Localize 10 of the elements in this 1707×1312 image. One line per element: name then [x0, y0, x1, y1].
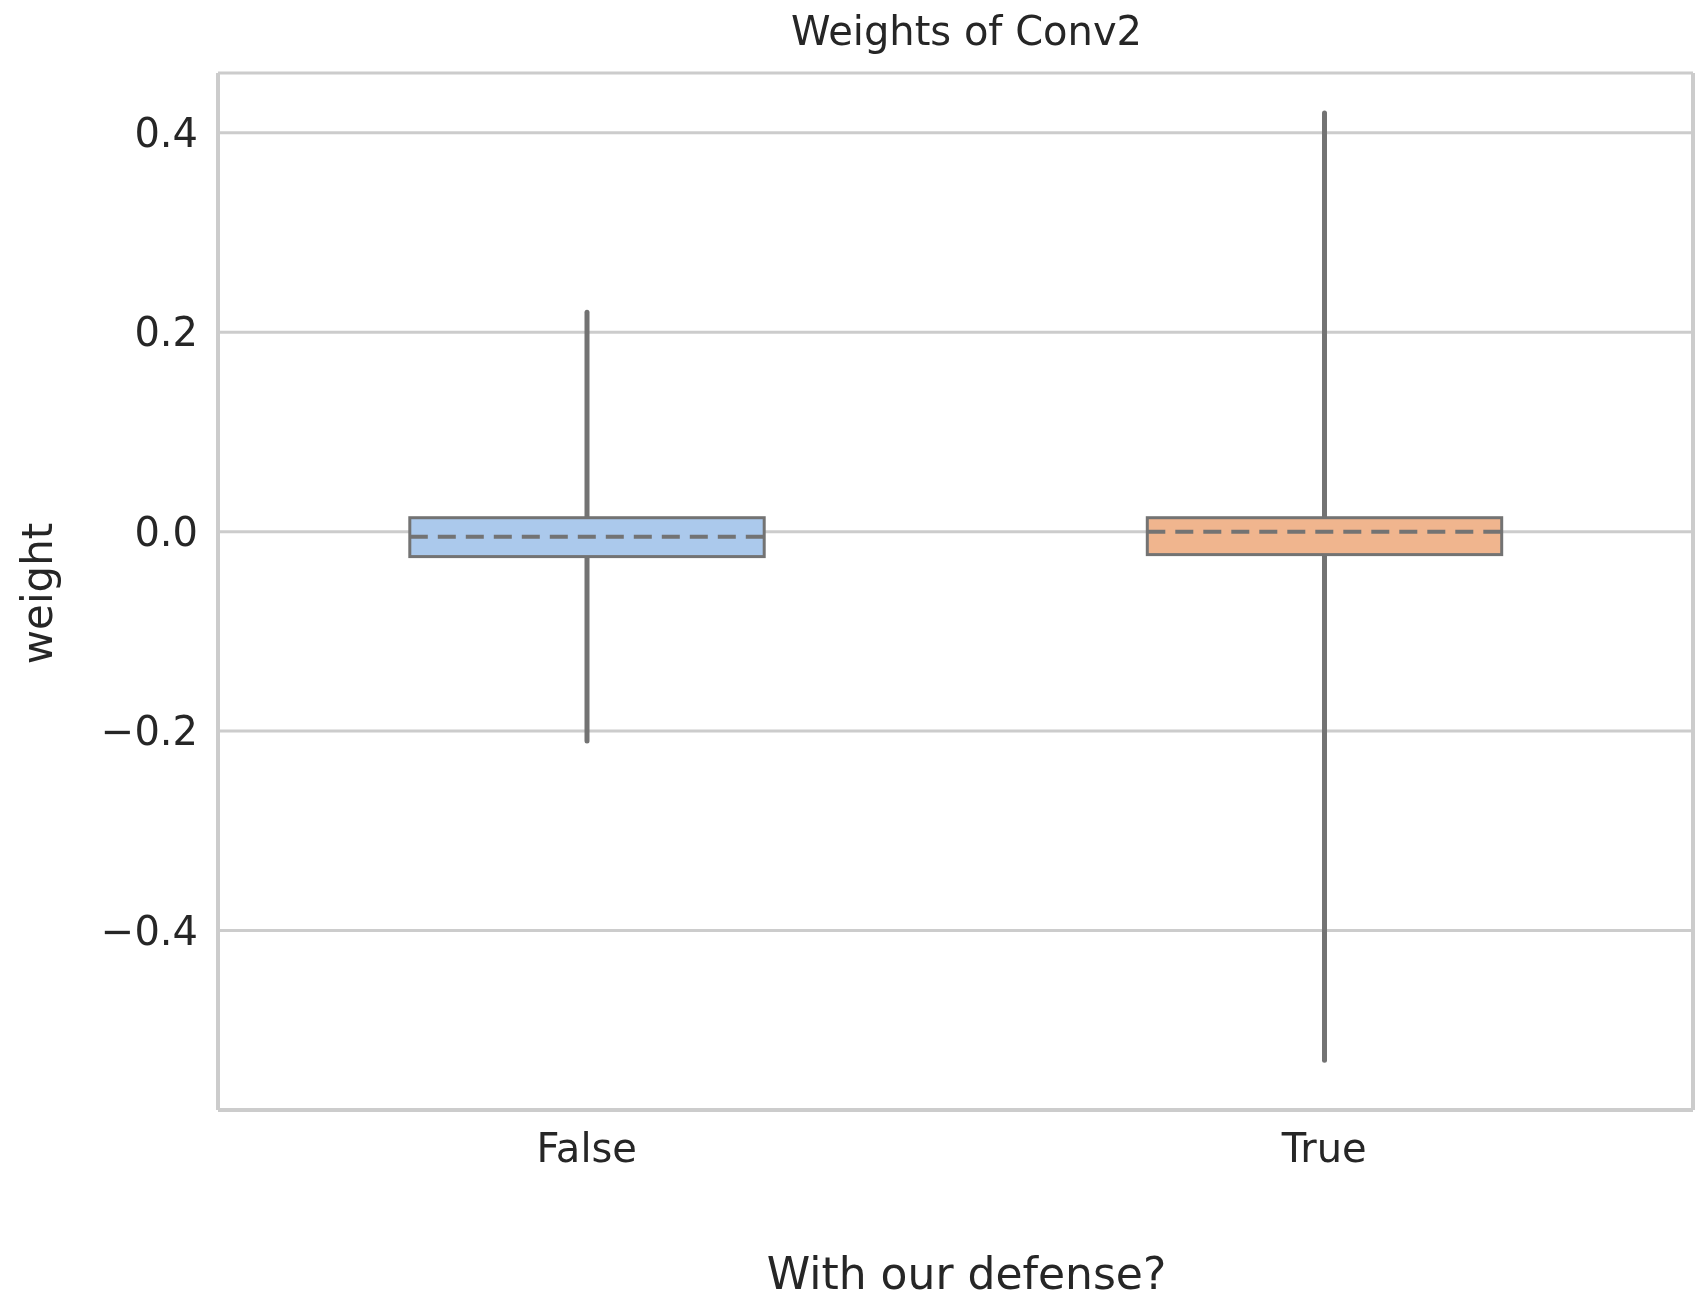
y-tick-label: −0.4 [100, 907, 198, 954]
y-tick-label: −0.2 [100, 708, 198, 755]
x-tick-label: True [1280, 1125, 1367, 1172]
x-tick-label: False [536, 1125, 637, 1172]
y-tick-label: 0.2 [134, 309, 198, 356]
x-axis-title: With our defense? [765, 1248, 1168, 1299]
chart-title: Weights of Conv2 [789, 8, 1144, 54]
y-tick-label: 0.4 [134, 110, 198, 157]
y-axis-title: weight [13, 522, 63, 664]
y-tick-label: 0.0 [134, 508, 198, 555]
